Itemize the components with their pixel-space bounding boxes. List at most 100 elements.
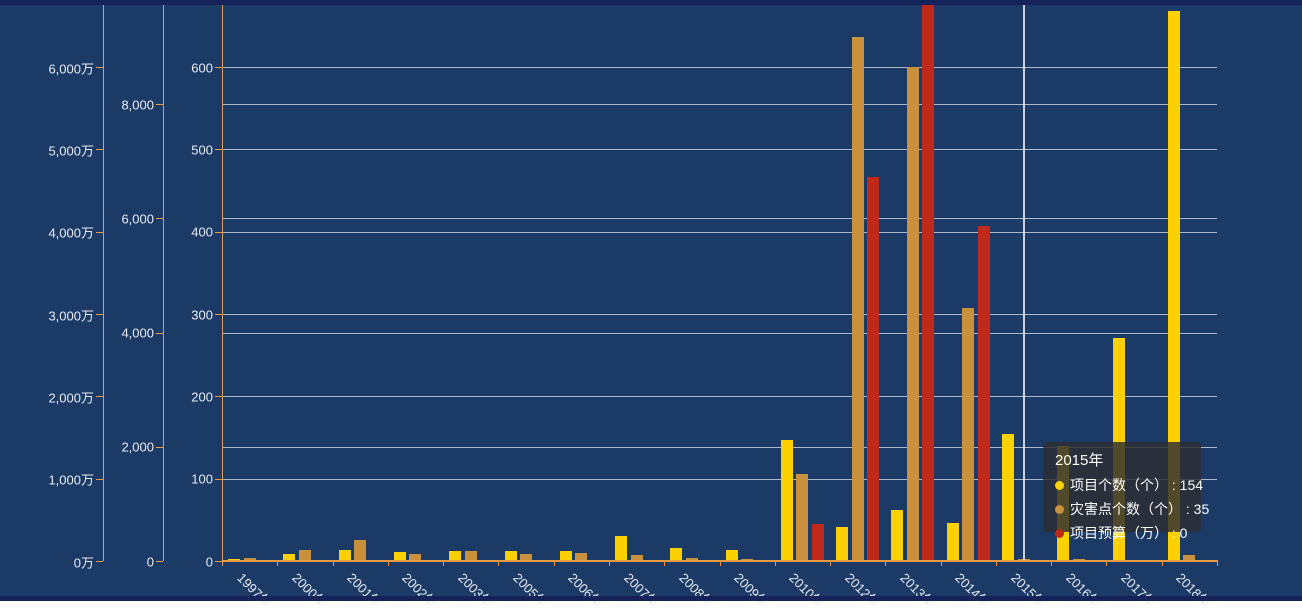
bar-disaster_points-2003年[interactable]: [464, 551, 477, 561]
tooltip-title: 2015年: [1055, 452, 1104, 469]
tooltip-row-label: 项目个数（个）: [1070, 477, 1168, 493]
x-tick-label: 2003年: [455, 570, 496, 611]
bar-projects-2006年[interactable]: [559, 551, 572, 561]
bar-disaster_points-2013年[interactable]: [906, 67, 919, 561]
x-axis-line: [222, 560, 1218, 562]
x-axis-tick: [222, 561, 223, 566]
bar-budget-2014年[interactable]: [977, 225, 990, 561]
y-tick-label: 300: [191, 307, 213, 322]
bar-budget-2012年[interactable]: [867, 176, 880, 561]
x-tick-label: 2012年: [841, 570, 883, 611]
x-tick-label: 2015年: [1007, 570, 1049, 611]
y-tick-label: 4,000: [121, 325, 154, 341]
bar-budget-2013年[interactable]: [922, 5, 935, 561]
tooltip-rows: 项目个数（个） : 154 灾害点个数（个） : 35 项目预算（万） : 0: [1055, 475, 1209, 543]
tooltip-row-label: 项目预算（万）: [1070, 525, 1168, 541]
bar-projects-2000年[interactable]: [283, 553, 296, 561]
x-tick-label: 1997年: [233, 570, 275, 611]
bar-projects-2007年[interactable]: [615, 536, 628, 561]
y-tick-label: 0: [146, 554, 154, 569]
tooltip-row: 项目个数（个） : 154: [1055, 475, 1203, 495]
bar-projects-2009年[interactable]: [725, 550, 738, 561]
bar-projects-2002年[interactable]: [393, 551, 406, 561]
x-axis-tick: [332, 561, 334, 566]
x-tick-label: 2017年: [1118, 570, 1159, 611]
y-tick-label: 1,000万: [48, 472, 94, 488]
tooltip-row-separator: :: [1168, 477, 1180, 493]
y-tick-label: 6,000: [121, 211, 154, 227]
bar-projects-2003年[interactable]: [449, 551, 462, 561]
gridline: [222, 231, 1217, 233]
bar-budget-2010年[interactable]: [811, 523, 824, 561]
x-tick-label: 2008年: [676, 570, 717, 611]
bar-disaster_points-2000年[interactable]: [298, 549, 311, 561]
axis-tick: [96, 314, 103, 315]
x-tick-label: 2016年: [1063, 570, 1104, 611]
x-axis-tick: [774, 561, 776, 566]
y-tick-label: 0万: [73, 555, 94, 570]
axis-tick: [215, 561, 222, 562]
bar-disaster_points-2008年[interactable]: [685, 558, 698, 561]
x-tick-label: 2006年: [565, 570, 606, 611]
x-axis-tick: [830, 561, 832, 566]
series-dot-icon: [1055, 528, 1064, 538]
axis-tick: [96, 561, 103, 562]
tooltip: 2015年 项目个数（个） : 154 灾害点个数（个） : 35 项目预算（万） …: [1043, 442, 1209, 541]
x-axis-tick: [664, 561, 666, 566]
bar-projects-2005年[interactable]: [504, 551, 517, 561]
bar-projects-2013年[interactable]: [891, 509, 904, 561]
x-axis-tick: [719, 561, 721, 566]
y-tick-label: 5,000万: [48, 143, 94, 159]
bar-disaster_points-2012年[interactable]: [851, 37, 864, 561]
bar-projects-2010年[interactable]: [780, 439, 793, 561]
axis-tick: [96, 149, 103, 151]
bar-disaster_points-2014年[interactable]: [962, 307, 975, 561]
y-axis-line-budget: [103, 5, 104, 561]
bar-projects-2008年[interactable]: [670, 547, 683, 561]
gridline: [222, 396, 1217, 398]
bar-disaster_points-2006年[interactable]: [575, 553, 588, 561]
x-axis-tick: [885, 561, 887, 566]
y-tick-label: 6,000万: [48, 61, 94, 77]
y-tick-label: 400: [191, 224, 213, 240]
x-tick-label: 2014年: [952, 570, 993, 611]
axis-tick: [96, 396, 103, 398]
axis-tick: [215, 478, 222, 480]
bar-disaster_points-2002年[interactable]: [409, 554, 422, 561]
axis-tick: [215, 149, 222, 151]
x-axis-tick: [277, 561, 279, 566]
axis-tick: [96, 231, 103, 233]
y-tick-label: 500: [191, 142, 213, 158]
x-axis-tick: [1161, 561, 1163, 566]
y-tick-label: 2,000: [121, 439, 154, 455]
tooltip-row-value: 0: [1179, 525, 1188, 541]
tooltip-row: 灾害点个数（个） : 35: [1055, 499, 1209, 519]
bar-projects-2015年[interactable]: [1002, 434, 1015, 561]
bar-disaster_points-1997年[interactable]: [243, 558, 256, 561]
gridline: [222, 332, 1217, 334]
y-tick-label: 4,000万: [48, 225, 94, 241]
bar-disaster_points-2018年[interactable]: [1183, 555, 1196, 561]
bar-disaster_points-2005年[interactable]: [520, 554, 533, 561]
x-axis-tick: [1106, 561, 1108, 566]
bar-projects-2014年[interactable]: [946, 523, 959, 561]
top-frame-strip: [0, 0, 1302, 5]
x-tick-label: 2005年: [510, 570, 551, 611]
bar-projects-2018年[interactable]: [1167, 11, 1180, 561]
bar-projects-2001年[interactable]: [338, 550, 351, 561]
bar-disaster_points-2010年[interactable]: [796, 474, 809, 561]
axis-tick: [96, 67, 103, 69]
bar-disaster_points-2007年[interactable]: [630, 555, 643, 561]
y-tick-label: 600: [191, 60, 213, 76]
axis-tick: [156, 104, 163, 105]
gridline: [222, 218, 1217, 220]
x-axis-tick: [1217, 561, 1218, 566]
x-tick-label: 2007年: [620, 570, 662, 611]
x-tick-label: 2013年: [897, 570, 938, 611]
y-tick-label: 200: [191, 389, 213, 405]
y-axis-line-points: [163, 5, 164, 561]
y-tick-label: 3,000万: [48, 308, 94, 323]
x-tick-label: 2009年: [731, 570, 772, 611]
bar-disaster_points-2001年[interactable]: [354, 540, 367, 561]
bar-projects-2012年[interactable]: [836, 527, 849, 561]
